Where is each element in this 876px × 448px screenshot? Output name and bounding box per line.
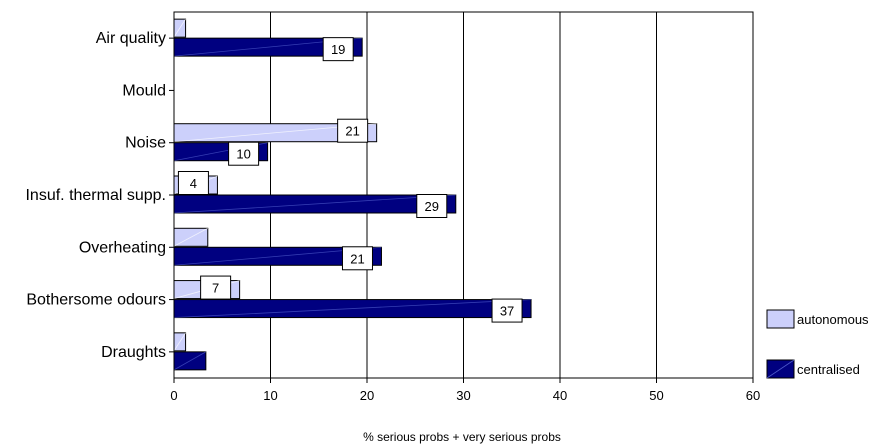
data-labels: 19 21 10 4 29 21 7 37 bbox=[177, 37, 523, 323]
x-tick-label: 40 bbox=[553, 388, 567, 403]
category-label-air-quality: Air quality bbox=[96, 30, 166, 47]
bar-shading bbox=[173, 332, 186, 352]
data-label-autonomous-noise: 21 bbox=[345, 124, 359, 139]
category-label-insuf-thermal-supp: Insuf. thermal supp. bbox=[25, 187, 166, 204]
data-label-box bbox=[491, 298, 523, 323]
data-label-box bbox=[337, 118, 369, 143]
bar-shading bbox=[173, 194, 456, 214]
x-tick-label: 30 bbox=[456, 388, 470, 403]
data-label-centralised-overheating: 21 bbox=[350, 251, 364, 266]
data-label-centralised-air-quality: 19 bbox=[331, 42, 345, 57]
data-label-centralised-insuf-thermal-supp: 29 bbox=[425, 199, 439, 214]
category-label-noise: Noise bbox=[125, 135, 166, 152]
bar-shading bbox=[173, 227, 208, 247]
data-label-centralised-bothersome-odours: 37 bbox=[500, 304, 514, 319]
data-label-centralised-noise: 10 bbox=[236, 147, 250, 162]
x-tick-label: 60 bbox=[746, 388, 760, 403]
data-label-box bbox=[322, 37, 354, 62]
data-label-box bbox=[177, 171, 209, 195]
legend-label-autonomous: autonomous bbox=[797, 312, 869, 327]
category-labels: Air quality Mould Noise Insuf. thermal supp… bbox=[25, 30, 174, 361]
category-label-draughts: Draughts bbox=[101, 344, 166, 361]
data-label-autonomous-insuf-thermal-supp: 4 bbox=[190, 176, 197, 191]
legend-swatch-autonomous bbox=[766, 309, 795, 329]
bars bbox=[173, 18, 532, 371]
legend-label-centralised: centralised bbox=[797, 362, 860, 377]
bar-shading bbox=[173, 351, 207, 371]
category-label-mould: Mould bbox=[122, 82, 166, 99]
category-label-bothersome-odours: Bothersome odours bbox=[26, 292, 166, 309]
legend-swatch-shading bbox=[766, 359, 795, 379]
bar-shading bbox=[173, 299, 532, 318]
x-axis-title: % serious probs + very serious probs bbox=[363, 430, 561, 444]
data-label-box bbox=[200, 275, 232, 300]
x-tick-labels: 0 10 20 30 40 50 60 bbox=[170, 378, 760, 403]
data-label-autonomous-bothersome-odours: 7 bbox=[212, 281, 219, 296]
legend: autonomous centralised bbox=[766, 309, 869, 379]
bar-shading bbox=[173, 18, 186, 38]
data-label-box bbox=[228, 141, 260, 166]
x-tick-label: 0 bbox=[170, 388, 177, 403]
x-tick-label: 50 bbox=[649, 388, 663, 403]
x-tick-label: 20 bbox=[360, 388, 374, 403]
data-label-box bbox=[416, 194, 448, 218]
category-label-overheating: Overheating bbox=[79, 239, 166, 256]
x-tick-label: 10 bbox=[263, 388, 277, 403]
data-label-box bbox=[341, 246, 373, 271]
